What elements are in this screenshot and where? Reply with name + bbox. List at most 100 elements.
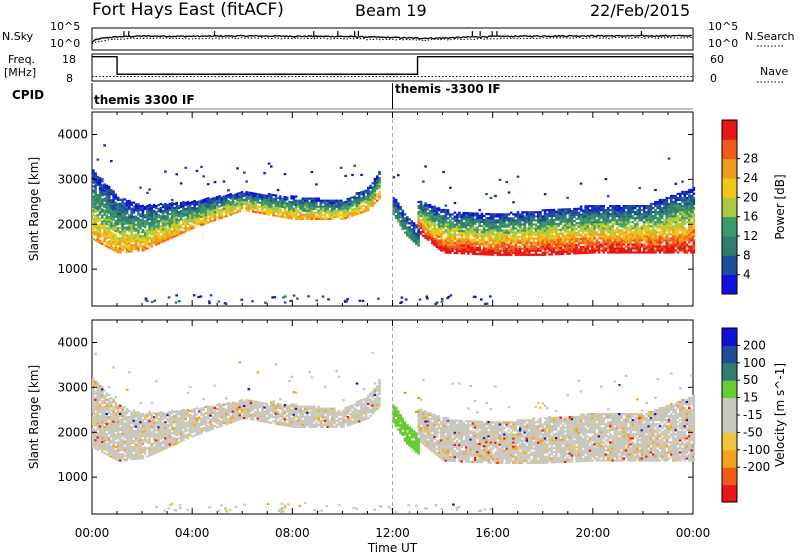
power-panel-cell — [467, 244, 470, 247]
power-panel-cell — [489, 217, 493, 220]
power-panel-cell — [523, 239, 527, 242]
power-panel-cell — [651, 237, 655, 240]
power-panel-cell — [498, 237, 502, 240]
power-panel-cell — [339, 201, 343, 204]
power-panel-cell — [631, 215, 635, 218]
velocity-panel-cell — [103, 425, 106, 428]
power-panel-cell — [586, 237, 590, 240]
power-panel-cell — [101, 208, 104, 211]
power-panel-cell — [148, 214, 151, 217]
power-panel-cell — [428, 226, 432, 229]
power-panel-cell — [446, 297, 449, 300]
power-panel-cell — [642, 223, 646, 226]
power-panel-cell — [692, 198, 696, 202]
velocity-panel-cell — [119, 447, 122, 450]
power-panel-cell — [487, 221, 490, 224]
power-panel-cell — [101, 234, 104, 237]
power-panel-cell — [467, 236, 470, 239]
power-panel-cell — [193, 204, 196, 207]
power-panel-cell — [509, 211, 513, 214]
power-panel-cell — [523, 247, 527, 250]
power-panel-cell — [152, 216, 156, 219]
power-panel-cell — [148, 224, 151, 227]
power-panel-cell — [471, 234, 475, 237]
power-panel-cell — [548, 249, 551, 252]
power-panel-cell — [373, 187, 377, 191]
power-panel-cell — [440, 217, 443, 220]
power-panel-cell — [564, 220, 567, 223]
power-panel-cell — [369, 184, 372, 187]
velocity-panel-cell — [119, 412, 122, 415]
power-panel-cell — [121, 245, 124, 248]
power-panel-cell — [265, 208, 269, 212]
power-panel-cell — [134, 209, 138, 212]
power-panel-cell — [496, 239, 499, 242]
power-panel-cell — [426, 216, 430, 219]
power-panel-cell — [636, 241, 639, 244]
velocity-panel-cell — [116, 408, 120, 411]
power-panel-cell — [279, 209, 282, 212]
power-panel-cell — [197, 214, 201, 217]
power-panel-cell — [498, 217, 502, 220]
power-panel-cell — [460, 215, 463, 219]
velocity-panel-cell — [114, 421, 118, 424]
power-panel-cell — [618, 213, 621, 216]
power-panel-cell — [651, 241, 655, 244]
power-panel-cell — [464, 222, 468, 225]
power-panel-cell — [537, 249, 540, 252]
power-panel-cell — [218, 199, 221, 202]
power-panel-cell — [672, 229, 675, 232]
power-panel-cell — [636, 247, 639, 250]
power-panel-cell — [116, 221, 120, 224]
power-panel-cell — [312, 205, 316, 208]
power-panel-cell — [462, 246, 466, 249]
power-panel-cell — [660, 211, 664, 214]
power-panel-cell — [92, 191, 95, 194]
power-panel-cell — [362, 200, 365, 203]
power-panel-cell — [654, 211, 657, 214]
power-panel-cell — [107, 240, 111, 243]
power-panel-cell — [130, 244, 133, 247]
power-panel-cell — [674, 194, 678, 198]
power-panel-cell — [672, 221, 675, 224]
velocity-panel-cell — [105, 445, 109, 448]
power-panel-cell — [674, 202, 678, 206]
power-panel-cell — [312, 201, 316, 204]
power-panel-cell — [166, 236, 169, 239]
velocity-panel-cell — [94, 424, 97, 428]
power-panel-cell — [660, 237, 664, 240]
power-panel-cell — [555, 251, 558, 254]
power-panel-cell — [464, 212, 468, 215]
power-panel-cell — [564, 210, 567, 213]
velocity-panel-cell — [105, 435, 109, 438]
power-panel-cell — [683, 229, 687, 232]
power-panel-cell — [570, 210, 574, 213]
velocity-panel-cell — [98, 411, 102, 414]
power-panel-cell — [121, 236, 124, 240]
power-panel-cell — [301, 199, 305, 202]
power-panel-cell — [426, 204, 430, 207]
velocity-panel-cell — [112, 406, 115, 409]
power-panel-cell — [469, 212, 472, 215]
power-panel-cell — [532, 243, 536, 246]
velocity-panel-cell — [123, 426, 127, 429]
power-panel-cell — [586, 251, 590, 254]
power-panel-cell — [631, 233, 635, 236]
power-panel-cell — [211, 207, 214, 210]
power-panel-cell — [297, 205, 300, 208]
power-panel-cell — [428, 236, 432, 239]
power-panel-cell — [464, 244, 468, 247]
power-panel-cell — [146, 217, 149, 220]
power-panel-cell — [485, 221, 488, 224]
power-panel-cell — [159, 217, 163, 220]
power-panel-cell — [139, 186, 142, 189]
power-panel-cell — [132, 225, 136, 228]
velocity-panel-cell — [121, 455, 124, 458]
power-panel-cell — [451, 221, 454, 224]
power-panel-cell — [519, 223, 522, 226]
power-panel-cell — [647, 237, 650, 240]
power-panel-cell — [188, 228, 192, 231]
power-panel-cell — [636, 227, 639, 230]
power-panel-cell — [315, 203, 318, 206]
power-panel-cell — [455, 217, 459, 220]
